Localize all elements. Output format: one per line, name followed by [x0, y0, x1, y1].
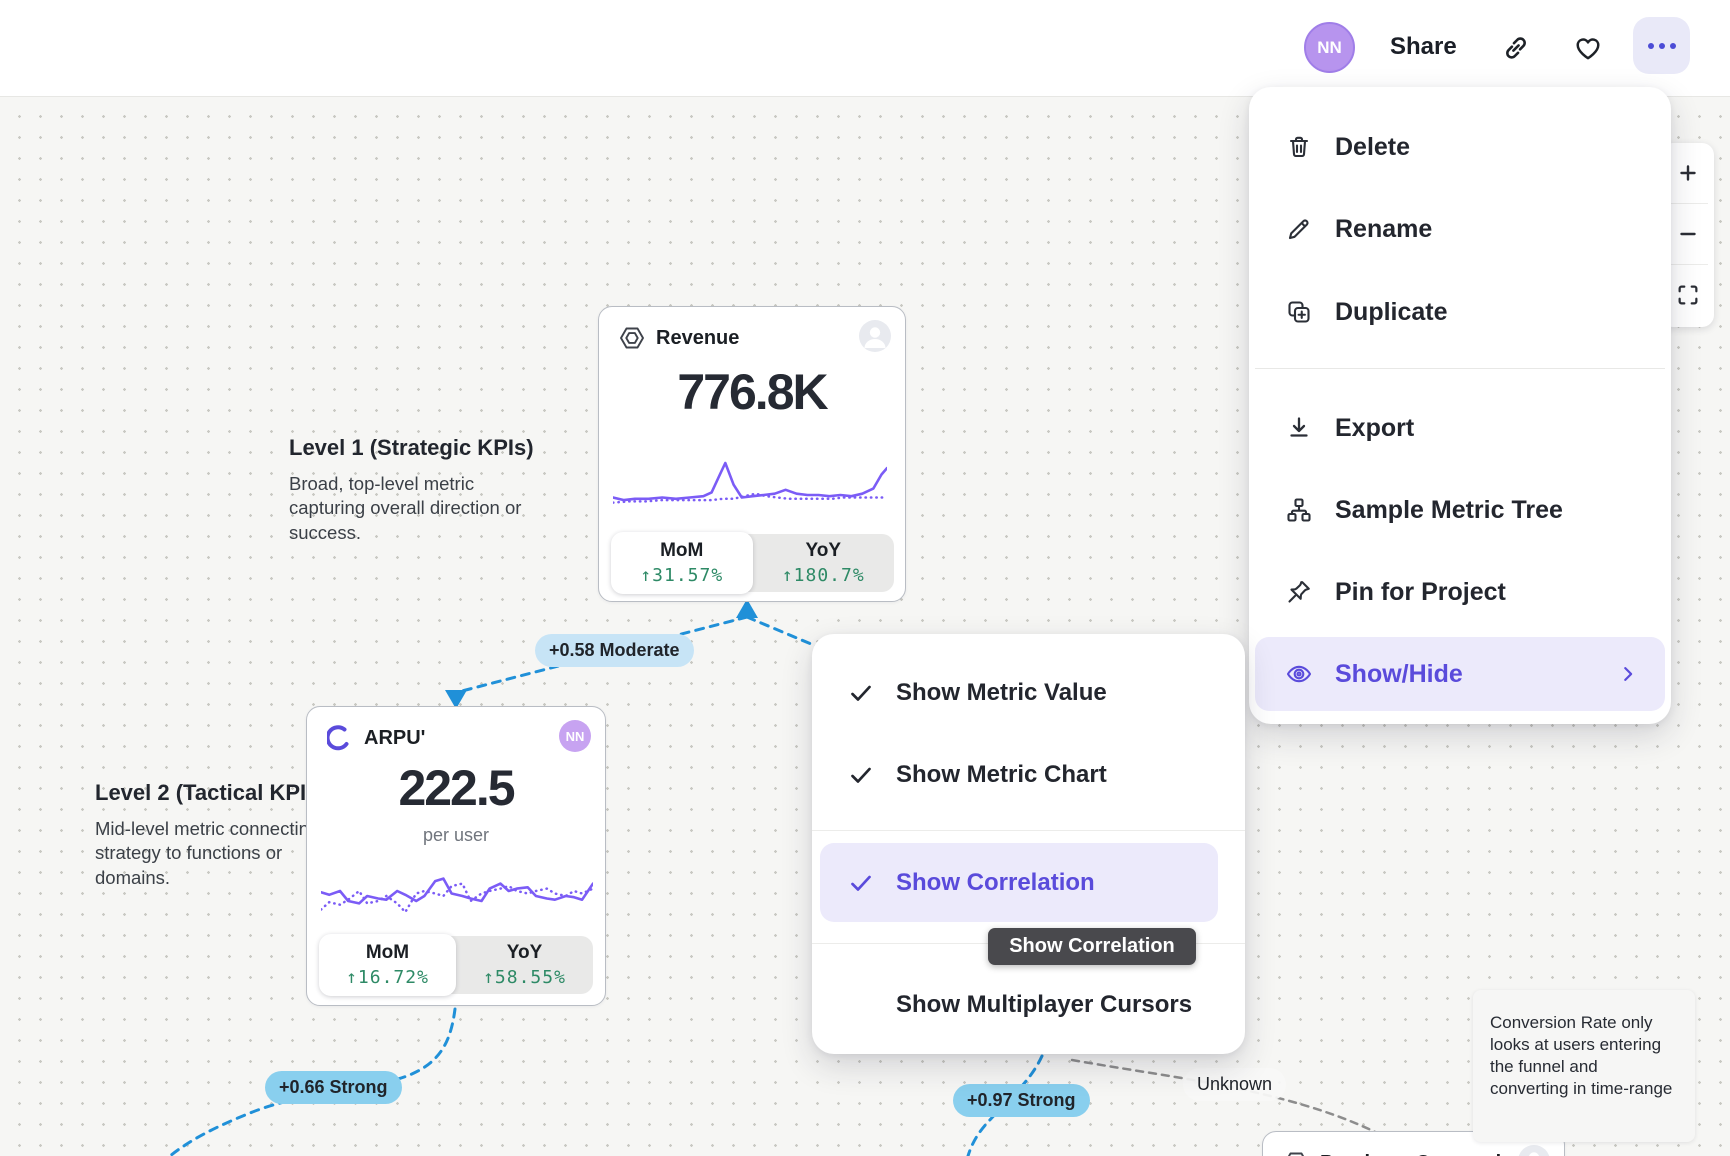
assignee-avatar-icon[interactable] [859, 320, 891, 352]
metric-card-arpu[interactable]: ARPU' NN 222.5 per user MoM ↑16.72% YoY … [306, 706, 606, 1006]
menu-item-delete[interactable]: Delete [1255, 106, 1665, 188]
metric-sparkline [321, 877, 593, 915]
trash-icon [1285, 133, 1313, 161]
canvas-note[interactable]: Conversion Rate only looks at users ente… [1473, 990, 1695, 1142]
metric-tree-icon [1285, 496, 1313, 524]
divider [1667, 203, 1708, 204]
fit-screen-icon [1675, 282, 1701, 308]
mom-value: ↑31.57% [640, 565, 724, 586]
divider [1667, 264, 1708, 265]
metric-value: 222.5 [398, 760, 515, 816]
yoy-toggle[interactable]: YoY ↑180.7% [781, 540, 865, 586]
metric-title: Revenue [656, 326, 740, 349]
correlation-badge-unknown: Unknown [1183, 1068, 1287, 1101]
check-icon [848, 870, 874, 896]
metric-sparkline [613, 461, 887, 504]
menu-item-sample-metric-tree[interactable]: Sample Metric Tree [1255, 469, 1665, 551]
period-toggle: MoM ↑31.57% YoY ↑180.7% [611, 532, 894, 594]
metric-title: Purchase Conversion R [1320, 1152, 1546, 1156]
share-button[interactable]: Share [1384, 32, 1463, 62]
menu-item-rename[interactable]: Rename [1255, 188, 1665, 270]
assignee-avatar-icon[interactable] [1518, 1145, 1550, 1156]
zoom-in-button[interactable] [1661, 143, 1714, 203]
download-icon [1285, 414, 1313, 442]
favorite-button[interactable] [1568, 28, 1608, 68]
check-placeholder [848, 992, 874, 1018]
check-icon [848, 680, 874, 706]
heart-icon [1573, 33, 1603, 63]
submenu-item-show-metric-value[interactable]: Show Metric Value [820, 660, 1218, 726]
metric-unit: per user [422, 825, 490, 845]
menu-item-pin-for-project[interactable]: Pin for Project [1255, 551, 1665, 633]
menu-divider [812, 830, 1245, 831]
check-icon [848, 762, 874, 788]
correlation-badge-strong-mid: +0.97 Strong [953, 1084, 1090, 1117]
card-header: ARPU' NN [327, 720, 591, 754]
card-header: Purchase Conversion R [1283, 1145, 1550, 1156]
more-options-button[interactable] [1633, 17, 1690, 74]
level1-annotation[interactable]: Level 1 (Strategic KPIs) Broad, top-leve… [289, 435, 541, 545]
link-icon [1501, 33, 1531, 63]
context-menu: Delete Rename Duplicate [1249, 87, 1671, 724]
metric-badge-icon [619, 325, 645, 351]
menu-divider [1255, 368, 1665, 369]
level1-description: Broad, top-level metric capturing overal… [289, 473, 522, 543]
level2-description: Mid-level metric connecting strategy to … [95, 818, 320, 888]
ellipsis-icon [1647, 42, 1676, 49]
plus-icon [1675, 160, 1701, 186]
minus-icon [1675, 221, 1701, 247]
submenu-item-show-metric-chart[interactable]: Show Metric Chart [820, 742, 1218, 808]
metric-value: 776.8K [677, 364, 828, 420]
submenu-item-show-multiplayer-cursors[interactable]: Show Multiplayer Cursors [820, 972, 1218, 1038]
zoom-out-button[interactable] [1661, 204, 1714, 264]
mom-toggle[interactable]: MoM ↑16.72% [319, 934, 456, 996]
level2-title: Level 2 (Tactical KPIs) [95, 780, 326, 805]
user-avatar[interactable]: NN [1304, 22, 1355, 73]
duplicate-icon [1285, 298, 1313, 326]
mom-toggle[interactable]: MoM ↑31.57% [611, 532, 753, 594]
card-header: Revenue [619, 320, 891, 354]
zoom-fit-button[interactable] [1661, 265, 1714, 325]
mom-value: ↑16.72% [346, 967, 429, 988]
derived-metric-arc-icon [327, 725, 353, 751]
collaborator-avatar[interactable]: NN [559, 720, 591, 752]
metric-card-revenue[interactable]: Revenue 776.8K MoM ↑31.57% YoY ↑180.7% [598, 306, 906, 602]
topbar: NN Share [0, 0, 1730, 97]
pushpin-icon [1285, 578, 1313, 606]
level1-title: Level 1 (Strategic KPIs) [289, 435, 534, 460]
yoy-value: ↑180.7% [781, 565, 865, 586]
correlation-badge-strong-left: +0.66 Strong [265, 1071, 402, 1104]
correlation-badge-moderate: +0.58 Moderate [535, 634, 694, 667]
menu-item-export[interactable]: Export [1255, 387, 1665, 469]
menu-item-show-hide[interactable]: Show/Hide [1255, 637, 1665, 711]
eye-icon [1285, 660, 1313, 688]
show-hide-submenu: Show Metric Value Show Metric Chart Show… [812, 634, 1245, 1054]
metric-badge-icon [1283, 1150, 1309, 1156]
yoy-toggle[interactable]: YoY ↑58.55% [483, 942, 566, 988]
yoy-value: ↑58.55% [483, 967, 566, 988]
menu-item-duplicate[interactable]: Duplicate [1255, 271, 1665, 353]
chevron-right-icon [1617, 663, 1639, 685]
metric-title: ARPU' [364, 726, 426, 749]
submenu-item-show-correlation[interactable]: Show Correlation [820, 843, 1218, 922]
level2-annotation[interactable]: Level 2 (Tactical KPIs) Mid-level metric… [95, 780, 333, 890]
tooltip: Show Correlation [988, 928, 1196, 965]
pencil-icon [1285, 215, 1313, 243]
copy-link-button[interactable] [1496, 28, 1536, 68]
period-toggle: MoM ↑16.72% YoY ↑58.55% [319, 934, 593, 996]
